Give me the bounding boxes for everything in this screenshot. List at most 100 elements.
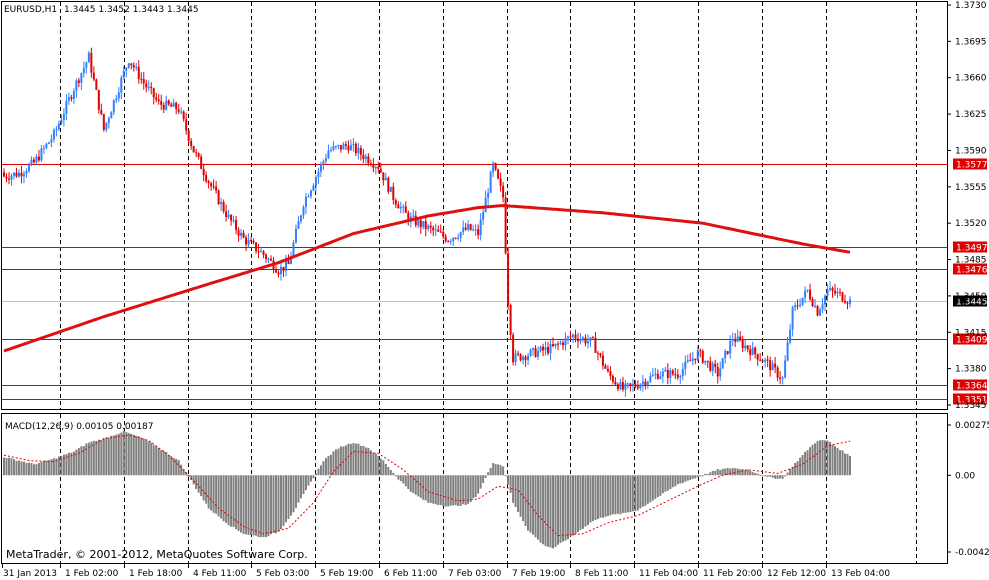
- macd-bar: [756, 473, 759, 476]
- candle-body: [47, 142, 50, 144]
- macd-bar: [542, 475, 545, 545]
- macd-bar: [397, 475, 400, 480]
- current-price-tag-bg: [953, 295, 987, 307]
- candle-body: [731, 339, 734, 341]
- candle-body: [202, 168, 205, 176]
- macd-bar: [789, 468, 792, 476]
- macd-bar: [694, 475, 697, 479]
- price-level-tag[interactable]: 1.3364: [953, 379, 988, 392]
- price-level-tag-bg: [953, 379, 987, 391]
- candle-body: [676, 374, 679, 378]
- macd-bar: [497, 464, 500, 476]
- candle-body: [457, 237, 460, 239]
- candle-body: [721, 358, 724, 369]
- macd-bar: [661, 475, 664, 494]
- price-level-tag[interactable]: 1.3577: [953, 158, 988, 171]
- candle-body: [769, 360, 772, 371]
- macd-bar: [10, 458, 13, 476]
- macd-bar: [776, 475, 779, 479]
- macd-bar: [611, 475, 614, 515]
- price-level-tag-label: 1.3476: [956, 266, 988, 276]
- candle-body: [110, 112, 113, 119]
- macd-bar: [90, 441, 93, 476]
- price-axis[interactable]: 1.3730 1.3695 1.3660 1.3625 1.3590 1.3555 1.35…: [947, 1, 987, 411]
- candle-body: [162, 104, 165, 110]
- macd-bar: [414, 475, 417, 495]
- macd-bar: [474, 475, 477, 497]
- macd-bar: [357, 443, 360, 476]
- candle-body: [519, 354, 522, 361]
- macd-bar: [639, 475, 642, 509]
- candle-body: [844, 301, 847, 303]
- macd-bar: [614, 475, 617, 515]
- macd-bar: [439, 475, 442, 506]
- candle-body: [167, 100, 170, 105]
- candle-body: [294, 228, 297, 243]
- price-level-tag-label: 1.3577: [956, 161, 988, 171]
- candle-body: [182, 111, 185, 120]
- price-level-tag[interactable]: 1.3497: [953, 241, 988, 254]
- macd-bar: [250, 475, 253, 535]
- macd-bar: [265, 475, 268, 538]
- macd-bar: [751, 472, 754, 476]
- price-level-tag[interactable]: 1.3476: [953, 263, 988, 276]
- macd-bar: [467, 475, 470, 504]
- candle-body: [571, 334, 574, 337]
- macd-axis[interactable]: 0.00275 0.00 -0.0042: [947, 421, 989, 558]
- macd-bar: [344, 445, 347, 476]
- price-level-tag[interactable]: 1.3409: [953, 333, 988, 346]
- price-panel[interactable]: [1, 1, 948, 410]
- candle-body: [449, 240, 452, 242]
- price-level-tag[interactable]: 1.3351: [953, 393, 988, 406]
- macd-bar: [122, 430, 125, 476]
- horizontal-price-lines[interactable]: 1.3577 1.3497 1.3476 1.3409 1.3364 1.3351 1.34…: [2, 158, 988, 406]
- candle-body: [507, 253, 510, 305]
- candle-body: [382, 172, 385, 181]
- candle-body: [801, 297, 804, 305]
- macd-bar: [5, 458, 8, 476]
- candle-body: [205, 175, 208, 182]
- candle-body: [87, 52, 90, 63]
- time-axis[interactable]: 31 Jan 2013 1 Feb 02:00 1 Feb 18:00 4 Feb 1…: [2, 564, 891, 579]
- macd-bar: [449, 475, 452, 506]
- candle-body: [90, 52, 93, 73]
- candle-body: [739, 336, 742, 341]
- macd-bar: [362, 445, 365, 476]
- candle-body: [5, 176, 8, 179]
- candle-body: [849, 299, 851, 304]
- macd-bar: [105, 437, 108, 476]
- candle-body: [312, 185, 315, 191]
- macd-bar: [200, 475, 203, 497]
- macd-bar: [591, 475, 594, 522]
- macd-bar: [40, 461, 43, 476]
- candle-body: [751, 347, 754, 355]
- candle-body: [80, 73, 83, 83]
- macd-bar: [444, 475, 447, 507]
- candle-body: [379, 168, 382, 173]
- candle-body: [62, 113, 65, 121]
- candle-body: [414, 215, 417, 226]
- macd-bar: [374, 453, 377, 476]
- macd-bar: [846, 453, 849, 476]
- macd-bar: [841, 450, 844, 476]
- macd-bar: [616, 475, 619, 514]
- macd-bar: [342, 446, 345, 476]
- candle-body: [354, 143, 357, 154]
- macd-bar: [654, 475, 657, 499]
- candle-body: [125, 67, 128, 71]
- candle-body: [262, 251, 265, 255]
- candle-body: [584, 337, 587, 344]
- candle-body: [287, 260, 290, 265]
- time-tick-label: 1 Feb 02:00: [65, 569, 119, 579]
- macd-bar: [726, 468, 729, 476]
- macd-bar: [402, 475, 405, 484]
- current-price-tag[interactable]: 1.3445: [953, 295, 988, 308]
- candle-body: [489, 172, 492, 193]
- candle-body: [581, 337, 584, 340]
- macd-bar: [507, 475, 510, 485]
- macd-bar: [82, 446, 85, 476]
- candle-body: [509, 304, 512, 335]
- macd-bar: [260, 475, 263, 538]
- macd-panel[interactable]: [1, 413, 948, 564]
